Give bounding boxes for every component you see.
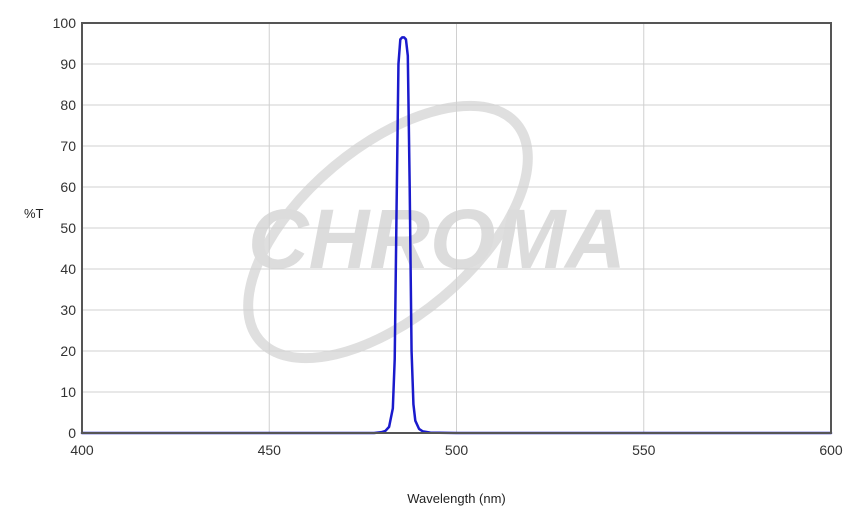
y-tick-label: 30 [60,302,76,318]
series-layer [80,36,833,435]
watermark-swoosh [243,100,533,364]
x-tick-label: 550 [632,442,656,458]
grid [81,22,832,434]
y-tick-label: 100 [53,15,77,31]
y-axis-label: %T [24,206,44,221]
plot-frame [81,22,832,434]
y-tick-label: 0 [68,425,76,441]
y-tick-label: 90 [60,56,76,72]
y-tick-label: 20 [60,343,76,359]
y-tick-label: 60 [60,179,76,195]
y-tick-label: 10 [60,384,76,400]
x-tick-label: 600 [819,442,843,458]
x-axis-label: Wavelength (nm) [407,491,506,506]
y-tick-label: 70 [60,138,76,154]
watermark-text: CHROMA [248,192,626,286]
x-tick-label: 400 [70,442,94,458]
transmission-series-line [80,36,833,435]
y-tick-label: 40 [60,261,76,277]
x-tick-label: 450 [258,442,282,458]
tick-labels: 400 450 500 550 600 0 10 20 30 40 50 60 70 80 90 100 [53,15,843,458]
chroma-watermark-logo: CHROMA [243,100,626,364]
y-tick-label: 80 [60,97,76,113]
y-tick-label: 50 [60,220,76,236]
x-tick-label: 500 [445,442,469,458]
